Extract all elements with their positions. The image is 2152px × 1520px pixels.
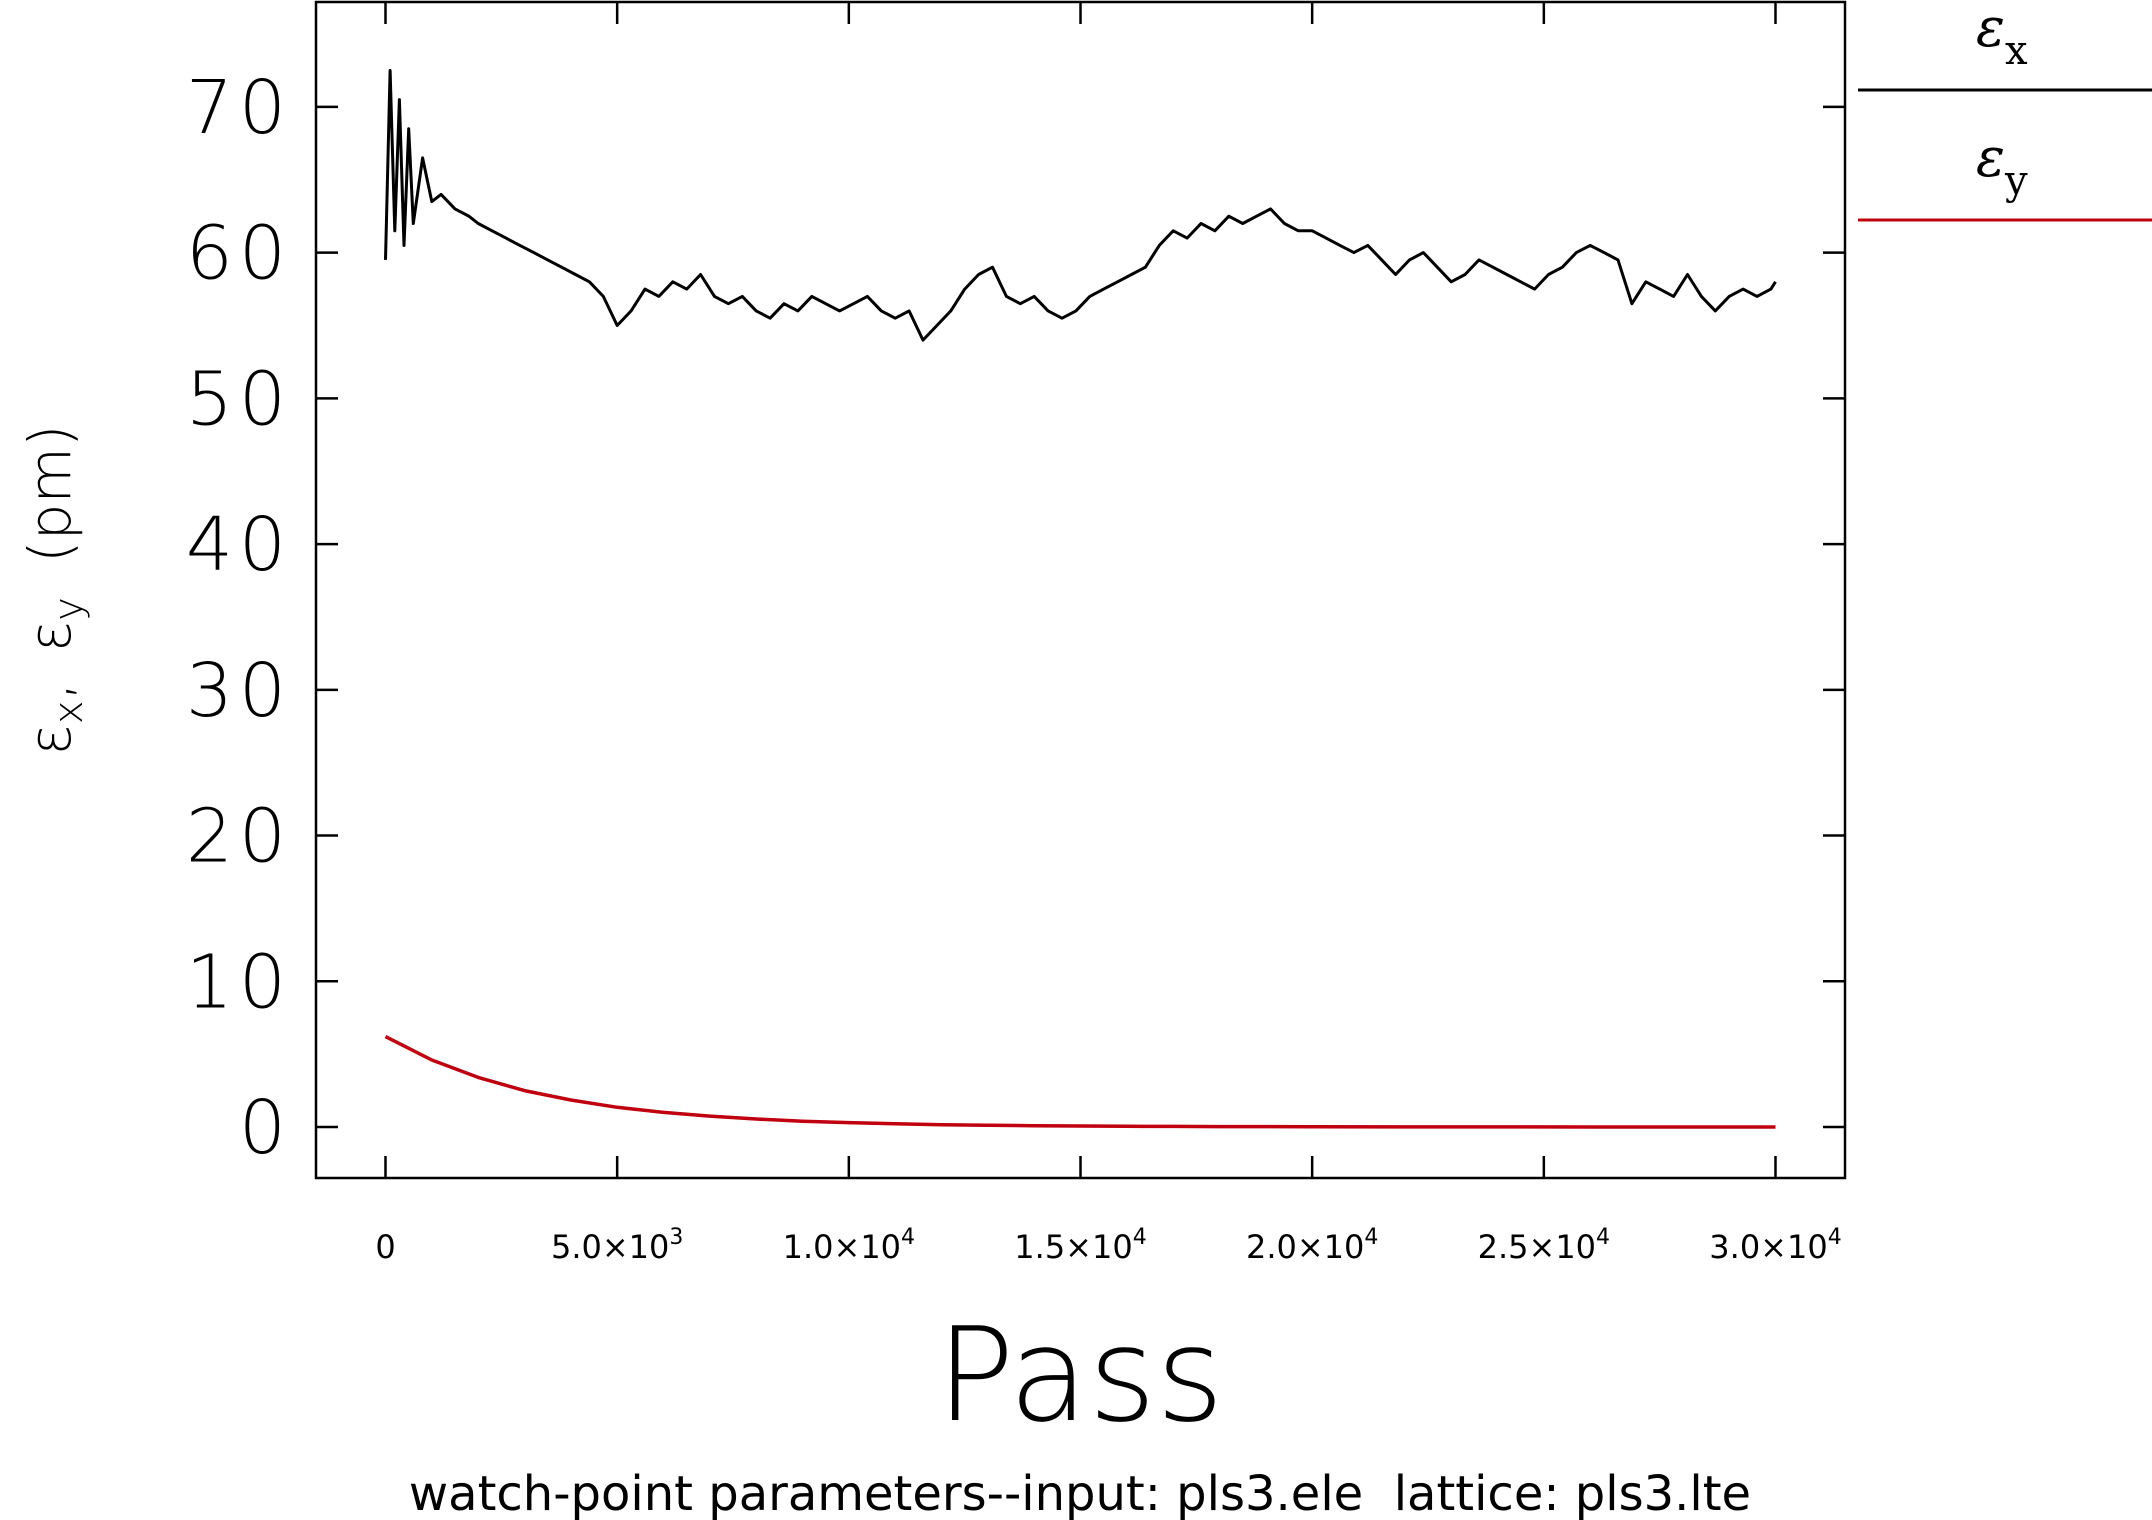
x-tick-label: 3.0×104 bbox=[1709, 1225, 1841, 1266]
series-line-y bbox=[384, 1035, 1776, 1129]
legend-label-y: εy bbox=[1976, 126, 2028, 204]
y-axis-label-unit: (pm) bbox=[16, 424, 84, 563]
y-axis-label-suby: y bbox=[46, 597, 92, 621]
series-layer bbox=[384, 69, 1777, 1129]
x-tick-label: 0 bbox=[375, 1228, 395, 1266]
x-axis-label: Pass bbox=[936, 1299, 1224, 1451]
y-tick-label: 70 bbox=[186, 65, 292, 151]
series-line-x bbox=[384, 69, 1777, 342]
y-axis-label-epsy: ε bbox=[16, 621, 84, 652]
legend: εx εy bbox=[1858, 0, 2152, 222]
y-tick-label: 10 bbox=[186, 939, 292, 1025]
y-tick-label: 0 bbox=[239, 1085, 292, 1171]
y-axis-label: εx,εy(pm) bbox=[16, 424, 92, 755]
y-tick-label: 30 bbox=[186, 648, 292, 734]
chart-caption: watch-point parameters--input: pls3.ele … bbox=[409, 1466, 1751, 1520]
y-axis-label-epsx: ε bbox=[16, 724, 84, 755]
y-tick-label: 50 bbox=[186, 356, 292, 442]
x-tick-label: 2.5×104 bbox=[1478, 1225, 1610, 1266]
legend-label-x: εx bbox=[1976, 0, 2028, 74]
plot-frame bbox=[314, 0, 1847, 1180]
y-axis: 0 10 20 30 40 50 60 70 bbox=[186, 65, 1845, 1171]
y-axis-label-sep: , bbox=[16, 682, 84, 700]
y-tick-label: 60 bbox=[186, 211, 292, 297]
y-tick-label: 20 bbox=[186, 794, 292, 880]
x-axis: 0 5.0×103 1.0×104 1.5×104 2.0×104 2.5×104 3.0×… bbox=[375, 2, 1842, 1266]
x-tick-label: 2.0×104 bbox=[1246, 1225, 1378, 1266]
x-tick-label: 5.0×103 bbox=[551, 1225, 683, 1266]
x-tick-label: 1.5×104 bbox=[1014, 1225, 1146, 1266]
y-axis-label-subx: x bbox=[46, 701, 92, 725]
x-tick-label: 1.0×104 bbox=[783, 1225, 915, 1266]
y-tick-label: 40 bbox=[186, 502, 292, 588]
